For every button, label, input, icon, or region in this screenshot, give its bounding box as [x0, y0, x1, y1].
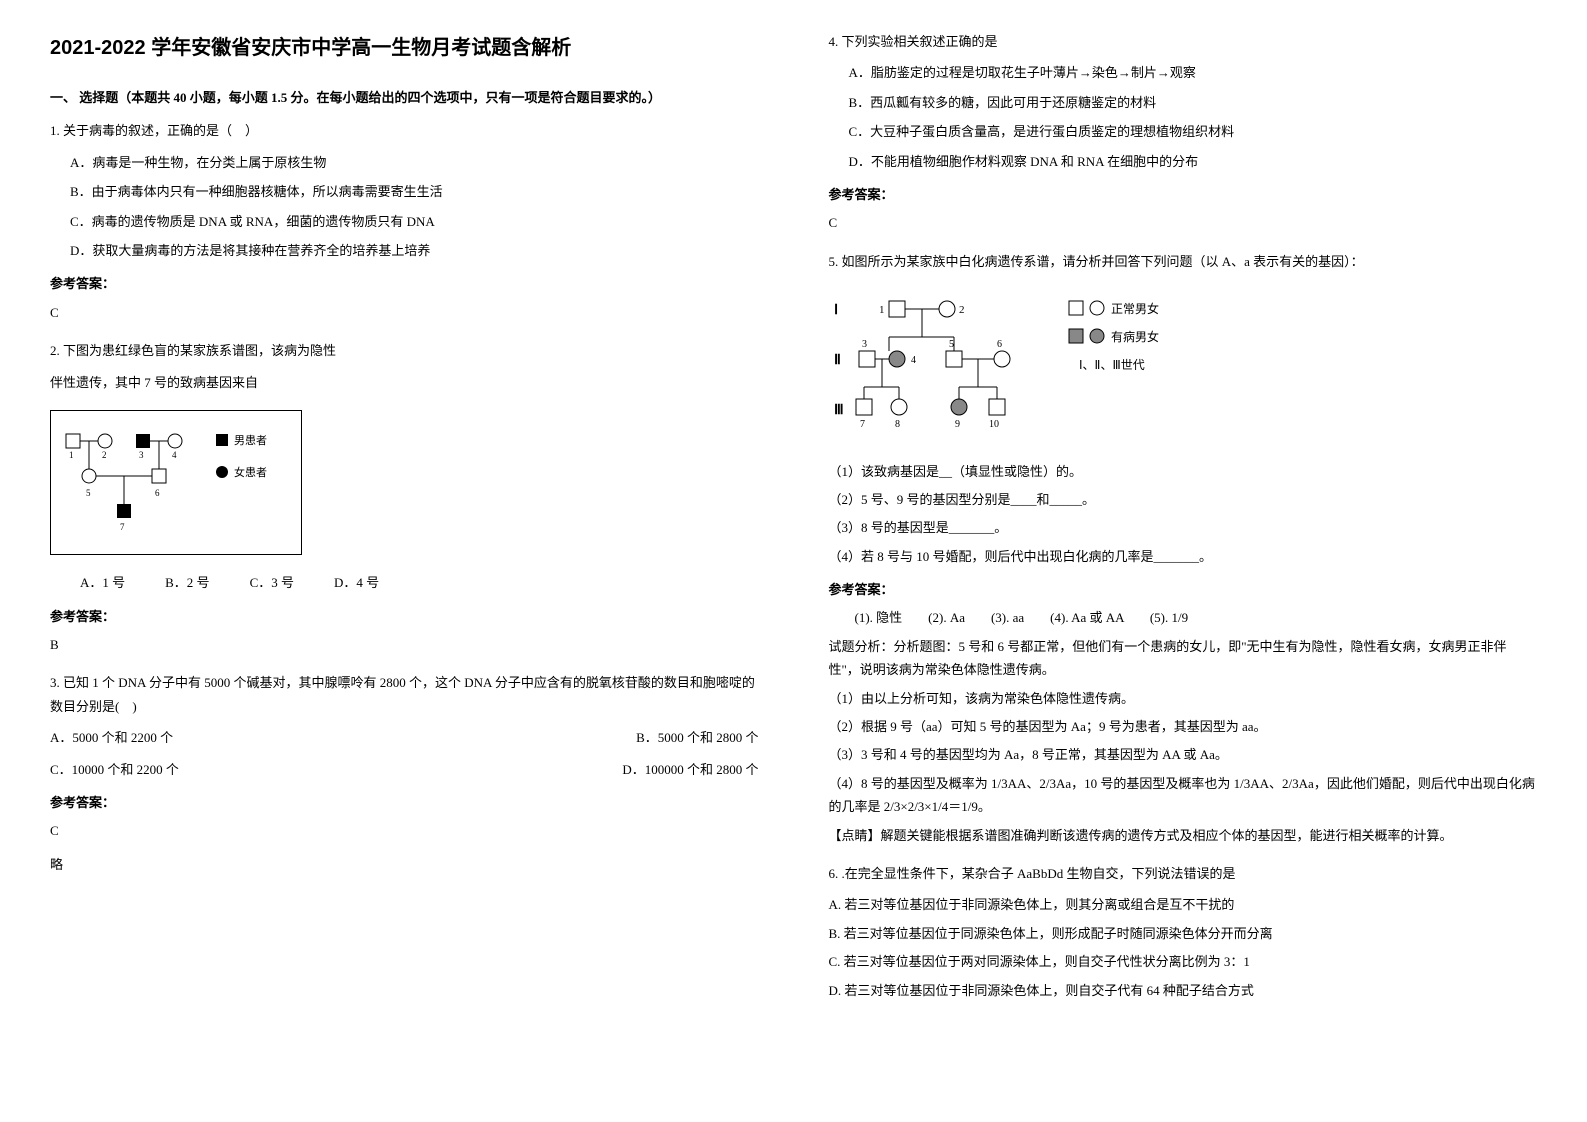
q1-answer: C [50, 301, 759, 324]
q2-stem-1: 2. 下图为患红绿色盲的某家族系谱图，该病为隐性 [50, 339, 759, 362]
section-heading: 一、 选择题（本题共 40 小题，每小题 1.5 分。在每小题给出的四个选项中，… [50, 86, 759, 109]
svg-text:Ⅲ: Ⅲ [834, 403, 844, 418]
q2-pedigree-diagram: 1 2 3 4 男患者 女患者 5 [50, 410, 302, 555]
q2-legend-female: 女患者 [234, 465, 267, 479]
q4-stem: 4. 下列实验相关叙述正确的是 [829, 30, 1538, 53]
q5-sub4: （4）若 8 号与 10 号婚配，则后代中出现白化病的几率是_______。 [829, 545, 1538, 568]
q1-option-a: A．病毒是一种生物，在分类上属于原核生物 [70, 151, 759, 174]
right-column: 4. 下列实验相关叙述正确的是 A．脂肪鉴定的过程是切取花生子叶薄片→染色→制片… [829, 30, 1538, 1017]
q3-option-a: A．5000 个和 2200 个 [50, 726, 173, 749]
svg-text:6: 6 [997, 339, 1002, 350]
q5-sub2: （2）5 号、9 号的基因型分别是____和_____。 [829, 488, 1538, 511]
svg-text:3: 3 [862, 339, 867, 350]
q5-sub3: （3）8 号的基因型是_______。 [829, 516, 1538, 539]
question-6: 6. .在完全显性条件下，某杂合子 AaBbDd 生物自交，下列说法错误的是 A… [829, 862, 1538, 1002]
q6-option-d: D. 若三对等位基因位于非同源染色体上，则自交子代有 64 种配子结合方式 [829, 979, 1538, 1002]
q5-analysis-5: （4）8 号的基因型及概率为 1/3AA、2/3Aa，10 号的基因型及概率也为… [829, 772, 1538, 819]
question-2: 2. 下图为患红绿色盲的某家族系谱图，该病为隐性 伴性遗传，其中 7 号的致病基… [50, 339, 759, 656]
question-5: 5. 如图所示为某家族中白化病遗传系谱，请分析并回答下列问题（以 A、a 表示有… [829, 250, 1538, 847]
svg-text:2: 2 [102, 450, 107, 460]
svg-text:7: 7 [120, 522, 125, 532]
q6-option-b: B. 若三对等位基因位于同源染色体上，则形成配子时随同源染色体分开而分离 [829, 922, 1538, 945]
q3-option-d: D．100000 个和 2800 个 [622, 758, 758, 781]
q3-answer: C [50, 819, 759, 842]
q3-options-row-1: A．5000 个和 2200 个 B．5000 个和 2800 个 [50, 726, 759, 749]
q5-analysis-3: （2）根据 9 号（aa）可知 5 号的基因型为 Aa；9 号为患者，其基因型为… [829, 715, 1538, 738]
q5-analysis-1: 试题分析：分析题图：5 号和 6 号都正常，但他们有一个患病的女儿，即"无中生有… [829, 635, 1538, 682]
svg-text:2: 2 [959, 304, 965, 316]
q5-sub1: （1）该致病基因是__（填显性或隐性）的。 [829, 460, 1538, 483]
q5-answer-label: 参考答案： [829, 578, 1538, 601]
left-column: 2021-2022 学年安徽省安庆市中学高一生物月考试题含解析 一、 选择题（本… [50, 30, 759, 1017]
svg-text:1: 1 [879, 304, 885, 316]
q5-legend-gen: Ⅰ、Ⅱ、Ⅲ世代 [1079, 358, 1145, 372]
question-3: 3. 已知 1 个 DNA 分子中有 5000 个碱基对，其中腺嘌呤有 2800… [50, 671, 759, 876]
svg-text:4: 4 [911, 355, 916, 366]
svg-text:5: 5 [86, 488, 91, 498]
q3-omit: 略 [50, 853, 759, 876]
q2-answer: B [50, 633, 759, 656]
svg-text:1: 1 [69, 450, 74, 460]
page-container: 2021-2022 学年安徽省安庆市中学高一生物月考试题含解析 一、 选择题（本… [50, 30, 1537, 1017]
q3-stem: 3. 已知 1 个 DNA 分子中有 5000 个碱基对，其中腺嘌呤有 2800… [50, 671, 759, 718]
q5-analysis-2: （1）由以上分析可知，该病为常染色体隐性遗传病。 [829, 687, 1538, 710]
svg-text:4: 4 [172, 450, 177, 460]
q2-option-b: B．2 号 [165, 571, 209, 594]
q1-option-b: B．由于病毒体内只有一种细胞器核糖体，所以病毒需要寄生生活 [70, 180, 759, 203]
svg-text:3: 3 [139, 450, 144, 460]
q5-answer-line: (1). 隐性 (2). Aa (3). aa (4). Aa 或 AA (5)… [829, 606, 1538, 629]
q2-options-row: A．1 号 B．2 号 C．3 号 D．4 号 [80, 571, 759, 594]
q6-stem: 6. .在完全显性条件下，某杂合子 AaBbDd 生物自交，下列说法错误的是 [829, 862, 1538, 885]
q5-legend-affected: 有病男女 [1111, 329, 1159, 344]
q3-option-b: B．5000 个和 2800 个 [636, 726, 758, 749]
q5-stem: 5. 如图所示为某家族中白化病遗传系谱，请分析并回答下列问题（以 A、a 表示有… [829, 250, 1538, 273]
q1-answer-label: 参考答案： [50, 272, 759, 295]
q1-stem: 1. 关于病毒的叙述，正确的是（ ） [50, 119, 759, 142]
q5-legend-normal: 正常男女 [1111, 301, 1159, 316]
q2-option-d: D．4 号 [334, 571, 379, 594]
q1-option-d: D．获取大量病毒的方法是将其接种在营养齐全的培养基上培养 [70, 239, 759, 262]
q6-option-a: A. 若三对等位基因位于非同源染色体上，则其分离或组合是互不干扰的 [829, 893, 1538, 916]
svg-text:Ⅱ: Ⅱ [834, 353, 841, 368]
svg-text:6: 6 [155, 488, 160, 498]
document-title: 2021-2022 学年安徽省安庆市中学高一生物月考试题含解析 [50, 30, 759, 66]
q4-answer: C [829, 211, 1538, 234]
q3-answer-label: 参考答案： [50, 791, 759, 814]
svg-text:9: 9 [955, 419, 960, 430]
q6-option-c: C. 若三对等位基因位于两对同源染体上，则自交子代性状分离比例为 3：1 [829, 950, 1538, 973]
q1-option-c: C．病毒的遗传物质是 DNA 或 RNA，细菌的遗传物质只有 DNA [70, 210, 759, 233]
q3-options-row-2: C．10000 个和 2200 个 D．100000 个和 2800 个 [50, 758, 759, 781]
q2-answer-label: 参考答案： [50, 605, 759, 628]
q5-analysis-6: 【点睛】解题关键能根据系谱图准确判断该遗传病的遗传方式及相应个体的基因型，能进行… [829, 824, 1538, 847]
question-1: 1. 关于病毒的叙述，正确的是（ ） A．病毒是一种生物，在分类上属于原核生物 … [50, 119, 759, 324]
q2-option-c: C．3 号 [250, 571, 294, 594]
svg-text:7: 7 [860, 419, 865, 430]
q5-analysis-4: （3）3 号和 4 号的基因型均为 Aa，8 号正常，其基因型为 AA 或 Aa… [829, 743, 1538, 766]
question-4: 4. 下列实验相关叙述正确的是 A．脂肪鉴定的过程是切取花生子叶薄片→染色→制片… [829, 30, 1538, 235]
q2-stem-2: 伴性遗传，其中 7 号的致病基因来自 [50, 371, 759, 394]
svg-text:Ⅰ: Ⅰ [834, 303, 838, 318]
svg-text:8: 8 [895, 419, 900, 430]
q5-pedigree-svg: Ⅰ Ⅱ Ⅲ 1 2 3 4 5 [829, 289, 1289, 439]
svg-text:5: 5 [949, 339, 954, 350]
q4-option-b: B．西瓜瓤有较多的糖，因此可用于还原糖鉴定的材料 [849, 91, 1538, 114]
q4-answer-label: 参考答案： [829, 183, 1538, 206]
q2-pedigree-svg: 1 2 3 4 男患者 女患者 5 [56, 424, 296, 534]
q4-option-d: D．不能用植物细胞作材料观察 DNA 和 RNA 在细胞中的分布 [849, 150, 1538, 173]
q4-option-c: C．大豆种子蛋白质含量高，是进行蛋白质鉴定的理想植物组织材料 [849, 120, 1538, 143]
q3-option-c: C．10000 个和 2200 个 [50, 758, 179, 781]
q2-option-a: A．1 号 [80, 571, 125, 594]
q2-legend-male: 男患者 [234, 434, 267, 447]
svg-text:10: 10 [989, 419, 999, 430]
q4-option-a: A．脂肪鉴定的过程是切取花生子叶薄片→染色→制片→观察 [849, 61, 1538, 84]
